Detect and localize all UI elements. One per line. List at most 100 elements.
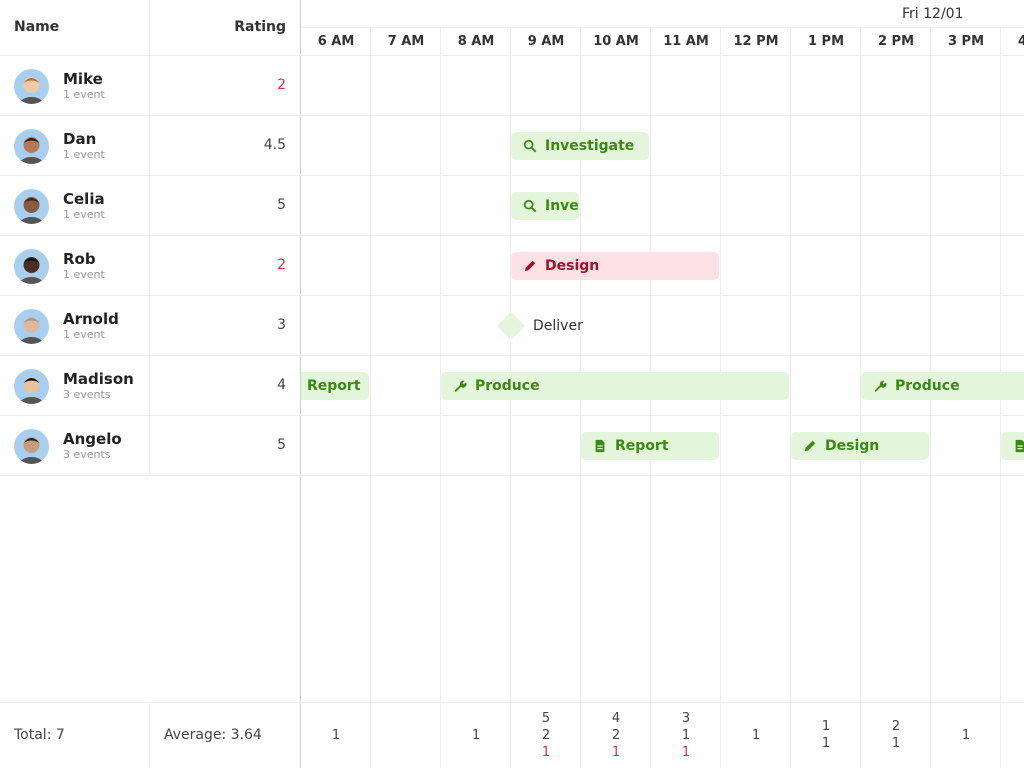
header-border [0, 55, 1024, 56]
rating: 2 [277, 257, 286, 273]
event-bar[interactable]: Produce [441, 372, 789, 400]
column-line [860, 28, 861, 768]
timeline: Fri 12/01 6 AM 7 AM 8 AM 9 AM 10 AM 11 AM 12 P… [301, 0, 1024, 768]
event-label: Report [615, 438, 669, 454]
date-header: Fri 12/01 [902, 6, 964, 22]
hour-label: 1 PM [807, 34, 845, 49]
hour-label: 6 AM [317, 34, 355, 49]
event-bar[interactable]: Investigate [511, 132, 649, 160]
event-label: Investigate [545, 138, 635, 154]
avatar [14, 429, 49, 464]
rating: 5 [277, 437, 286, 453]
avatar [14, 249, 49, 284]
event-label: Produce [895, 378, 960, 394]
rating: 5 [277, 197, 286, 213]
locked-grid: Name Rating Total: 7 Average: 3.64 [0, 0, 300, 768]
header-line [301, 27, 1024, 28]
resource-name: Mike [63, 70, 103, 88]
hour-label: 3 PM [947, 34, 985, 49]
histogram-count: 1 [891, 736, 901, 751]
column-line [440, 28, 441, 768]
col-divider [149, 702, 150, 768]
event-bar[interactable]: Report [301, 372, 369, 400]
row-line [0, 475, 1024, 476]
histogram-count: 2 [541, 727, 551, 743]
col-divider [149, 0, 150, 476]
avatar [14, 309, 49, 344]
histogram-count: 1 [681, 744, 691, 760]
milestone-label: Deliver [533, 318, 583, 334]
histogram-count: 1 [751, 727, 761, 743]
event-count: 1 event [63, 88, 105, 101]
footer-border [0, 702, 1024, 703]
event-count: 3 events [63, 448, 111, 461]
event-count: 1 event [63, 208, 105, 221]
rating-header[interactable]: Rating [234, 19, 286, 35]
rating: 2 [277, 77, 286, 93]
hour-label: 8 AM [457, 34, 495, 49]
event-label: Produce [475, 378, 540, 394]
average: Average: 3.64 [164, 727, 262, 743]
row-line [0, 235, 1024, 236]
avatar [14, 369, 49, 404]
row-line [0, 355, 1024, 356]
histogram-count: 5 [541, 710, 551, 726]
hour-label: 7 AM [387, 34, 425, 49]
histogram-count: 1 [331, 727, 341, 743]
event-count: 1 event [63, 148, 105, 161]
resource-name: Arnold [63, 310, 119, 328]
avatar [14, 69, 49, 104]
hour-label: 2 PM [877, 34, 915, 49]
row-line [0, 175, 1024, 176]
histogram-count: 1 [821, 736, 831, 751]
event-bar[interactable]: Design [791, 432, 929, 460]
hour-label: 9 AM [527, 34, 565, 49]
hour-label: 11 AM [663, 34, 709, 49]
histogram-count: 1 [471, 727, 481, 743]
name-header[interactable]: Name [14, 19, 60, 35]
avatar [14, 189, 49, 224]
total: Total: 7 [14, 727, 65, 743]
column-line [790, 28, 791, 768]
resource-name: Angelo [63, 430, 122, 448]
event-bar[interactable]: Report [581, 432, 719, 460]
resource-name: Dan [63, 130, 97, 148]
event-label: Design [545, 258, 600, 274]
histogram-count: 1 [541, 744, 551, 760]
histogram-count: 1 [611, 744, 621, 760]
histogram-count: 1 [821, 719, 831, 734]
event-label: Investigate [545, 198, 579, 214]
histogram-count: 2 [611, 727, 621, 743]
histogram-count: 1 [681, 727, 691, 743]
event-label: Design [825, 438, 880, 454]
event-bar[interactable]: Produce [861, 372, 1024, 400]
hour-label: 12 PM [733, 34, 779, 49]
splitter[interactable] [300, 0, 301, 768]
rating: 3 [277, 317, 286, 333]
event-count: 1 event [63, 268, 105, 281]
resource-name: Rob [63, 250, 96, 268]
resource-name: Celia [63, 190, 105, 208]
avatar [14, 129, 49, 164]
event-bar[interactable]: Investigate [511, 192, 579, 220]
row-line [0, 415, 1024, 416]
event-count: 1 event [63, 328, 105, 341]
histogram-count: 1 [961, 727, 971, 743]
rating: 4.5 [263, 137, 286, 153]
column-line [370, 28, 371, 768]
hour-label: 4 PM [1017, 34, 1024, 49]
milestone[interactable] [496, 311, 526, 341]
hour-label: 10 AM [593, 34, 639, 49]
histogram-count: 3 [681, 710, 691, 726]
resource-name: Madison [63, 370, 134, 388]
event-bar[interactable] [1001, 432, 1024, 460]
event-bar[interactable]: Design [511, 252, 719, 280]
rating: 4 [277, 377, 286, 393]
row-line [0, 295, 1024, 296]
histogram-count: 2 [891, 719, 901, 734]
event-count: 3 events [63, 388, 111, 401]
row-line [0, 115, 1024, 116]
histogram-count: 4 [611, 710, 621, 726]
event-label: Report [307, 378, 361, 394]
